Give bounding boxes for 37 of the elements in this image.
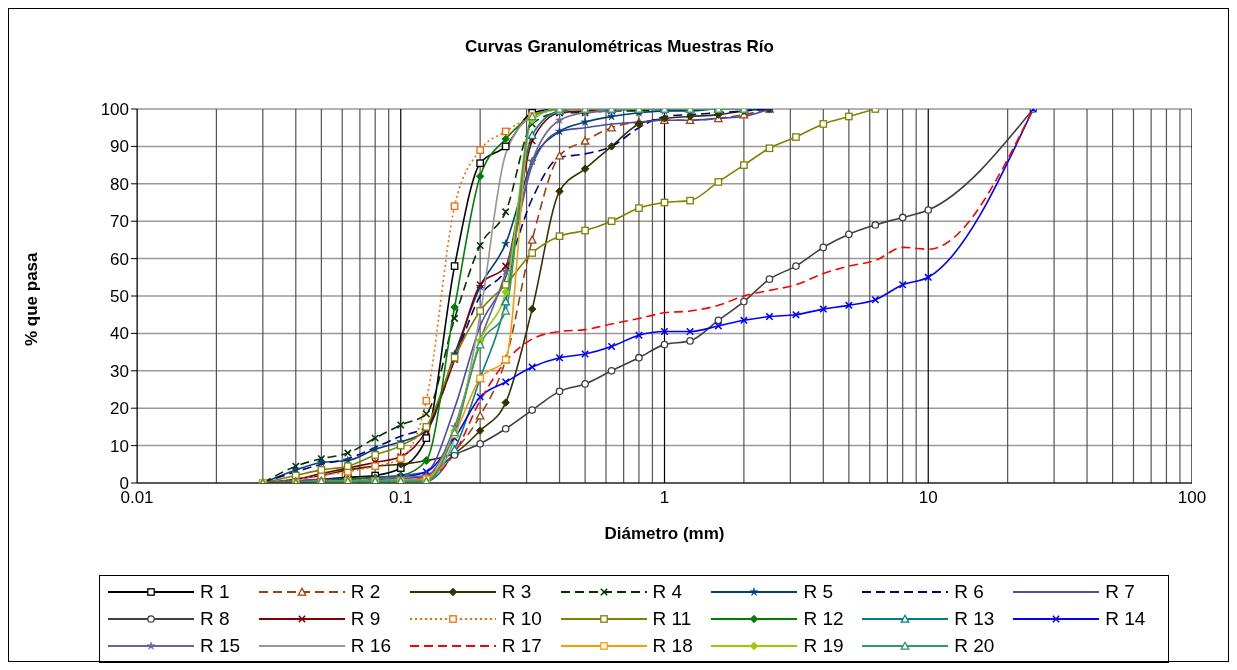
- y-tick-label: 30: [110, 361, 129, 381]
- legend-label: R 10: [501, 608, 542, 630]
- legend-label: R 2: [350, 581, 381, 603]
- legend-label: R 19: [803, 635, 844, 657]
- legend-label: R 1: [200, 581, 230, 603]
- y-tick-label: 50: [110, 287, 129, 307]
- y-tick-label: 90: [110, 137, 129, 157]
- y-tick-label: 100: [100, 100, 129, 120]
- legend-label: R 18: [652, 635, 693, 657]
- x-tick-label: 10: [918, 488, 938, 508]
- y-tick-label: 40: [110, 324, 129, 344]
- legend-label: R 13: [954, 608, 995, 630]
- y-tick-label: 10: [110, 436, 129, 456]
- x-tick-label: 1: [659, 488, 670, 508]
- y-tick-label: 80: [110, 174, 129, 194]
- y-tick-label: 60: [110, 249, 129, 269]
- legend-label: R 6: [954, 581, 984, 603]
- legend-label: R 14: [1105, 608, 1146, 630]
- y-axis-title: % que pasa: [22, 251, 42, 346]
- legend-label: R 16: [350, 635, 391, 657]
- legend-label: R 15: [200, 635, 241, 657]
- legend-label: R 9: [350, 608, 381, 630]
- legend-label: R 12: [803, 608, 844, 630]
- x-tick-label: 100: [1177, 488, 1207, 508]
- y-tick-label: 70: [110, 212, 129, 232]
- x-tick-label: 0.1: [388, 488, 413, 508]
- legend-label: R 3: [501, 581, 532, 603]
- x-axis-title: Diámetro (mm): [604, 524, 725, 543]
- legend-label: R 4: [652, 581, 683, 603]
- legend-label: R 11: [652, 608, 692, 630]
- legend-label: R 7: [1105, 581, 1135, 603]
- legend-label: R 20: [954, 635, 995, 657]
- y-tick-label: 20: [110, 399, 129, 419]
- legend-label: R 8: [200, 608, 230, 630]
- legend-label: R 17: [501, 635, 542, 657]
- chart-title: Curvas Granulométricas Muestras Río: [464, 37, 775, 57]
- legend-label: R 5: [803, 581, 833, 603]
